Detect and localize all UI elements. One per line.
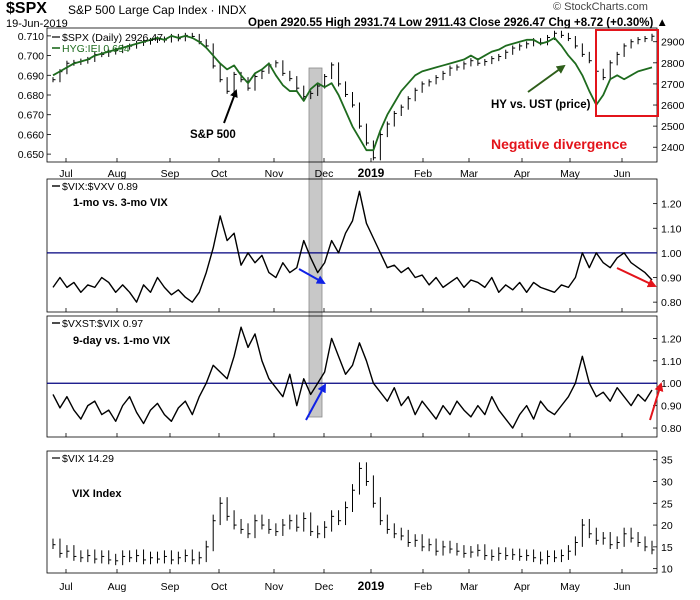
right-axis-label: 0.80	[661, 423, 682, 435]
panel-legend: $VIX 14.29	[62, 453, 114, 465]
panel-frame-3	[46, 315, 658, 438]
ratio-line-2	[52, 326, 653, 429]
exchange-separator: ·	[207, 3, 218, 17]
x-tick-label-top: Jun	[614, 168, 631, 180]
x-tick-label-bottom: Mar	[460, 581, 479, 593]
x-tick-label-top: 2019	[358, 166, 385, 180]
annotation-sp500: S&P 500	[190, 129, 236, 141]
x-tick-label-bottom: Nov	[265, 581, 284, 593]
right-axis-label: 2700	[661, 79, 685, 91]
annotation-negative-divergence: Negative divergence	[491, 136, 627, 152]
hy-ust-arrow	[527, 64, 566, 93]
right-axis-label: 1.00	[661, 248, 682, 260]
sp500-arrow	[223, 89, 238, 124]
right-axis-label: 1.20	[661, 199, 682, 211]
chart-index-name: S&P 500 Large Cap Index · INDX	[68, 3, 247, 17]
legend-spx: $SPX (Daily) 2926.47	[62, 32, 163, 44]
right-axis-label: 1.20	[661, 333, 682, 345]
x-tick-label-top: Sep	[161, 168, 180, 180]
right-axis-label: 2800	[661, 58, 685, 70]
right-axis-label: 1.10	[661, 223, 682, 235]
right-axis-label: 0.90	[661, 401, 682, 413]
x-tick-label-top: Apr	[514, 168, 531, 180]
panel-legend: $VIX:$VXV 0.89	[62, 181, 138, 193]
right-axis-label: 30	[661, 477, 673, 489]
x-tick-label-bottom: Oct	[211, 581, 227, 593]
panel-legend: $VXST:$VIX 0.97	[62, 318, 143, 330]
x-tick-label-bottom: Jul	[59, 581, 72, 593]
x-tick-label-top: Oct	[211, 168, 227, 180]
right-axis-label: 0.90	[661, 273, 682, 285]
legend-hyg: HYG:IEI 0.694	[62, 43, 130, 55]
left-axis-label: 0.660	[18, 129, 44, 141]
right-axis-label: 20	[661, 520, 673, 532]
exchange-text: INDX	[217, 3, 247, 17]
left-axis-label: 0.670	[18, 110, 44, 122]
x-tick-label-bottom: Sep	[161, 581, 180, 593]
annotation-hy-ust: HY vs. UST (price)	[491, 99, 591, 111]
x-tick-label-bottom: Aug	[108, 581, 127, 593]
x-tick-label-bottom: Jun	[614, 581, 631, 593]
right-axis-label: 1.00	[661, 378, 682, 390]
right-axis-label: 25	[661, 498, 673, 510]
right-axis-label: 1.10	[661, 356, 682, 368]
x-tick-label-top: Jul	[59, 168, 72, 180]
right-axis-label: 35	[661, 455, 673, 467]
left-axis-label: 0.680	[18, 90, 44, 102]
x-tick-label-top: Aug	[108, 168, 127, 180]
right-axis-label: 0.80	[661, 297, 682, 309]
right-axis-label: 2400	[661, 142, 685, 154]
index-name-text: S&P 500 Large Cap Index	[68, 3, 208, 17]
left-axis-label: 0.690	[18, 70, 44, 82]
x-tick-label-bottom: 2019	[358, 579, 385, 593]
blue-arrow-panel2	[298, 268, 326, 284]
right-axis-label: 2900	[661, 37, 685, 49]
right-axis-label: 2500	[661, 121, 685, 133]
ratio-line-1	[52, 190, 653, 303]
x-tick-label-bottom: Feb	[414, 581, 432, 593]
stockcharts-copyright: © StockCharts.com	[553, 1, 648, 13]
highlight-band	[308, 67, 323, 418]
right-axis-label: 10	[661, 564, 673, 576]
divergence-box	[595, 29, 659, 117]
x-tick-label-top: Dec	[315, 168, 334, 180]
left-axis-label: 0.700	[18, 51, 44, 63]
x-tick-label-bottom: Apr	[514, 581, 531, 593]
right-axis-label: 15	[661, 542, 673, 554]
red-arrow-panel3	[649, 382, 664, 421]
legend-bg	[51, 31, 79, 41]
panel-label: 9-day vs. 1-mo VIX	[73, 335, 171, 347]
panel-frame-2	[46, 178, 658, 313]
x-tick-label-top: May	[560, 168, 581, 180]
chart-symbol: $SPX	[6, 0, 47, 17]
x-tick-label-bottom: May	[560, 581, 581, 593]
blue-arrow-panel3	[305, 383, 326, 421]
x-tick-label-bottom: Dec	[315, 581, 334, 593]
x-tick-label-top: Mar	[460, 168, 479, 180]
panel-label: VIX Index	[72, 488, 122, 500]
right-axis-label: 2600	[661, 100, 685, 112]
chart-date: 19-Jun-2019	[6, 18, 68, 30]
hyg-iei-line	[52, 34, 653, 152]
ohlc-readout: Open 2920.55 High 2931.74 Low 2911.43 Cl…	[248, 17, 668, 29]
panel-frame-4	[46, 450, 658, 574]
red-arrow-panel2	[616, 267, 657, 288]
x-tick-label-top: Feb	[414, 168, 432, 180]
left-axis-label: 0.650	[18, 149, 44, 161]
panel-label: 1-mo vs. 3-mo VIX	[73, 197, 168, 209]
left-axis-label: 0.710	[18, 31, 44, 43]
x-tick-label-top: Nov	[265, 168, 284, 180]
